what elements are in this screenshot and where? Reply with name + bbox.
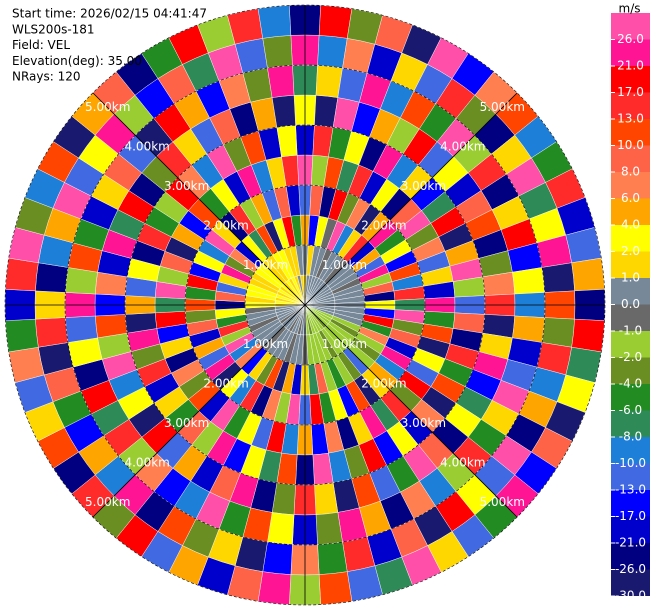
gate [35,262,69,293]
range-ring [184,184,426,426]
colorbar-segment [611,13,650,40]
header-text: WLS200s-181 [12,22,95,36]
colorbar-label: -8.0 [619,430,642,444]
colorbar-segment [611,225,650,252]
colorbar-segment [611,66,650,93]
colorbar-title: m/s [619,2,641,16]
gate [65,315,98,343]
gate [318,571,353,605]
colorbar-label: -1.0 [619,324,642,338]
colorbar-segment [611,516,650,543]
colorbar-segment [611,410,650,437]
colorbar-label: -6.0 [619,403,642,417]
gate [315,512,343,545]
range-label: 1.00km [243,337,288,351]
colorbar-label: -30.0 [615,589,646,603]
colorbar-segment [611,172,650,199]
range-ring [244,244,366,366]
colorbar-segment [611,357,650,384]
colorbar-label: -10.0 [615,456,646,470]
colorbar-segment [611,119,650,146]
range-label: 3.00km [401,179,446,193]
colorbar-segment [611,543,650,570]
range-label: 4.00km [440,455,485,469]
range-label: 4.00km [124,455,169,469]
colorbar-label: 10.0 [617,138,644,152]
colorbar-label: 26.0 [617,32,644,46]
gate [317,35,348,69]
colorbar-segment [611,251,650,278]
range-label: 5.00km [480,100,525,114]
colorbar-segment [611,198,650,225]
range-label: 1.00km [243,258,288,272]
header-text: Elevation(deg): 35.00 [12,54,142,68]
gate [257,5,292,39]
gate [541,262,575,293]
colorbar-segment [611,463,650,490]
colorbar-label: -13.0 [615,483,646,497]
gate [262,35,293,69]
colorbar-segment [611,39,650,66]
gate [262,541,293,575]
colorbar-label: -21.0 [615,536,646,550]
range-label: 2.00km [203,376,248,390]
colorbar-segment [611,278,650,305]
range-ring [4,4,606,606]
range-label: 4.00km [440,140,485,154]
range-label: 2.00km [361,376,406,390]
range-ring [64,64,546,546]
gate [512,267,545,295]
colorbar-label: -4.0 [619,377,642,391]
range-label: 1.00km [322,337,367,351]
gate [571,257,605,292]
range-label: 4.00km [124,140,169,154]
colorbar-label: 2.0 [621,244,640,258]
colorbar-segment [611,490,650,517]
colorbar-label: 0.0 [621,297,640,311]
range-label: 5.00km [85,495,130,509]
range-label: 5.00km [85,100,130,114]
gate [35,317,69,348]
colorbar-label: 4.0 [621,218,640,232]
range-label: 2.00km [361,219,406,233]
gate [317,541,348,575]
colorbar-label: 21.0 [617,59,644,73]
colorbar-label: -2.0 [619,350,642,364]
colorbar-segment [611,384,650,411]
header-text: NRays: 120 [12,70,81,84]
colorbar-label: -26.0 [615,562,646,576]
range-label: 2.00km [203,219,248,233]
colorbar-segment [611,92,650,119]
range-ring [124,124,486,486]
gate [5,257,39,292]
gate [571,318,605,353]
colorbar-segment [611,145,650,172]
colorbar-label: 13.0 [617,112,644,126]
colorbar-label: 17.0 [617,85,644,99]
colorbar-label: 1.0 [621,271,640,285]
colorbar-label: 6.0 [621,191,640,205]
colorbar-label: -17.0 [615,509,646,523]
ppi-plot [4,4,606,606]
colorbar-segment [611,331,650,358]
gate [267,65,295,98]
colorbar-segment [611,437,650,464]
colorbar-segment [611,569,650,596]
range-label: 3.00km [164,179,209,193]
header-text: Field: VEL [12,38,70,52]
gate [257,571,292,605]
gate [318,5,353,39]
range-label: 1.00km [322,258,367,272]
gate [5,318,39,353]
colorbar-label: 8.0 [621,165,640,179]
spoke [92,92,518,518]
gate [541,317,575,348]
range-label: 3.00km [164,416,209,430]
range-label: 5.00km [480,495,525,509]
colorbar-segment [611,304,650,331]
range-label: 3.00km [401,416,446,430]
header-text: Start time: 2026/02/15 04:41:47 [12,7,207,21]
